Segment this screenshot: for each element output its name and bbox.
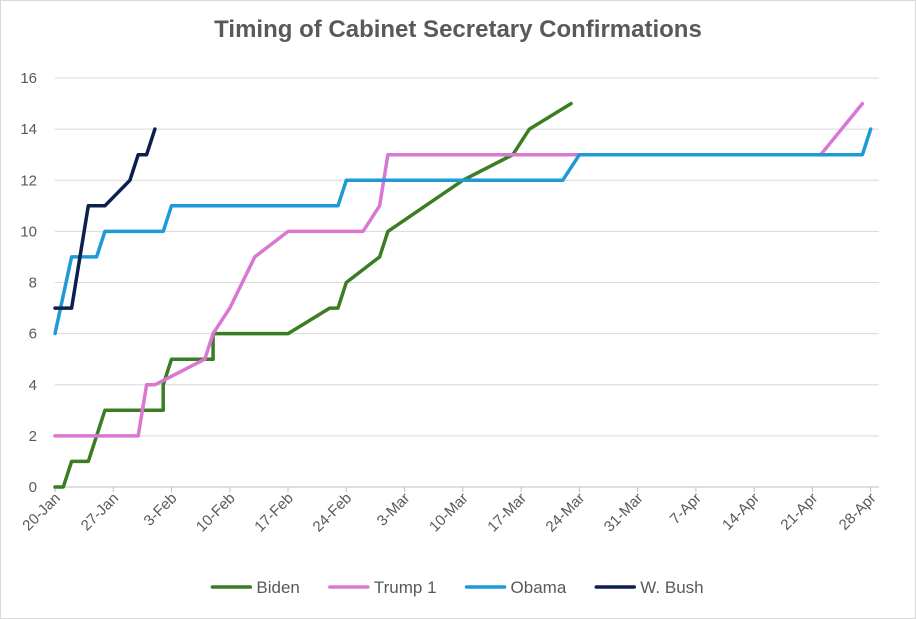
series-line-obama xyxy=(53,127,873,336)
y-tick-label: 8 xyxy=(29,275,37,292)
chart-title: Timing of Cabinet Secretary Confirmation… xyxy=(214,16,702,43)
x-axis xyxy=(54,486,879,492)
x-tick-label: 24-Feb xyxy=(310,490,356,536)
legend-label-obama: Obama xyxy=(511,578,567,597)
x-tick-label: 31-Mar xyxy=(601,490,647,536)
x-tick-label: 27-Jan xyxy=(78,490,122,534)
y-tick-label: 16 xyxy=(20,70,37,87)
x-tick-label: 24-Mar xyxy=(543,490,589,536)
x-tick-label: 17-Mar xyxy=(484,490,530,536)
gridlines xyxy=(55,77,879,437)
y-tick-label: 0 xyxy=(29,479,37,496)
y-tick-label: 2 xyxy=(29,428,37,445)
legend-label-trump-1: Trump 1 xyxy=(374,578,437,597)
series-line-trump-1 xyxy=(53,101,865,438)
x-tick-label: 28-Apr xyxy=(836,490,880,534)
x-tick-label: 17-Feb xyxy=(251,490,297,536)
y-tick-label: 14 xyxy=(20,121,37,138)
legend-label-biden: Biden xyxy=(256,578,299,597)
x-tick-label: 10-Mar xyxy=(426,490,472,536)
x-tick-label: 20-Jan xyxy=(19,490,63,534)
y-tick-label: 6 xyxy=(29,326,37,343)
series-lines xyxy=(53,101,873,489)
legend: Biden Trump 1 Obama W. Bush xyxy=(210,578,704,597)
x-tick-label: 3-Feb xyxy=(141,490,181,530)
x-tick-label: 7-Apr xyxy=(667,490,705,528)
x-tick-label: 21-Apr xyxy=(777,490,821,534)
y-tick-labels: 0 2 4 6 8 10 12 14 16 xyxy=(20,70,37,496)
x-tick-label: 3-Mar xyxy=(374,490,414,530)
x-tick-labels: 20-Jan 27-Jan 3-Feb 10-Feb 17-Feb 24-Feb 3-Mar… xyxy=(19,490,879,536)
y-tick-label: 10 xyxy=(20,223,37,240)
x-tick-label: 14-Apr xyxy=(719,490,763,534)
y-tick-label: 12 xyxy=(20,172,37,189)
series-line-w-bush xyxy=(53,127,157,310)
x-tick-label: 10-Feb xyxy=(193,490,239,536)
legend-label-w-bush: W. Bush xyxy=(640,578,703,597)
y-tick-label: 4 xyxy=(29,377,37,394)
series-line-biden xyxy=(53,101,573,489)
